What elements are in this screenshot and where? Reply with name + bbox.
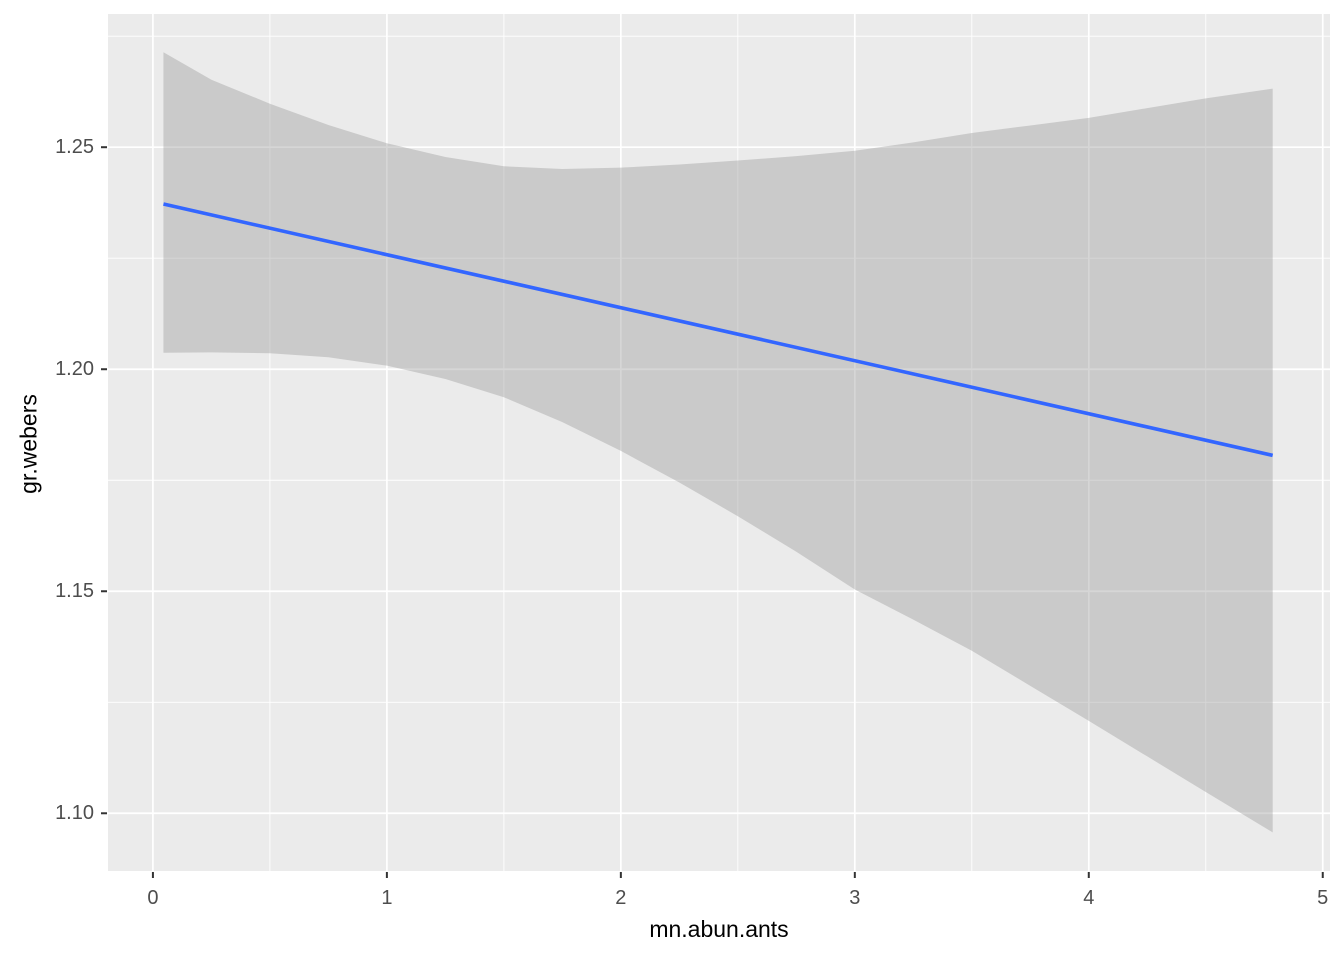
- panel-background: [108, 14, 1330, 871]
- y-tick-label: 1.10: [55, 802, 94, 825]
- x-tick-label: 3: [849, 887, 861, 909]
- x-tick-label: 4: [1083, 887, 1095, 909]
- y-tick-label: 1.15: [55, 580, 94, 603]
- confidence-ribbon: [163, 52, 1273, 833]
- y-tick-label: 1.20: [55, 358, 94, 381]
- y-axis-title: gr.webers: [15, 394, 42, 494]
- x-tick-label: 2: [615, 887, 627, 909]
- x-tick-label: 5: [1317, 887, 1329, 909]
- x-axis-title: mn.abun.ants: [649, 916, 789, 942]
- x-tick-label: 0: [147, 887, 159, 909]
- y-tick-label: 1.25: [55, 136, 94, 159]
- regression-line: [163, 202, 1274, 458]
- x-tick-label: 1: [381, 887, 393, 909]
